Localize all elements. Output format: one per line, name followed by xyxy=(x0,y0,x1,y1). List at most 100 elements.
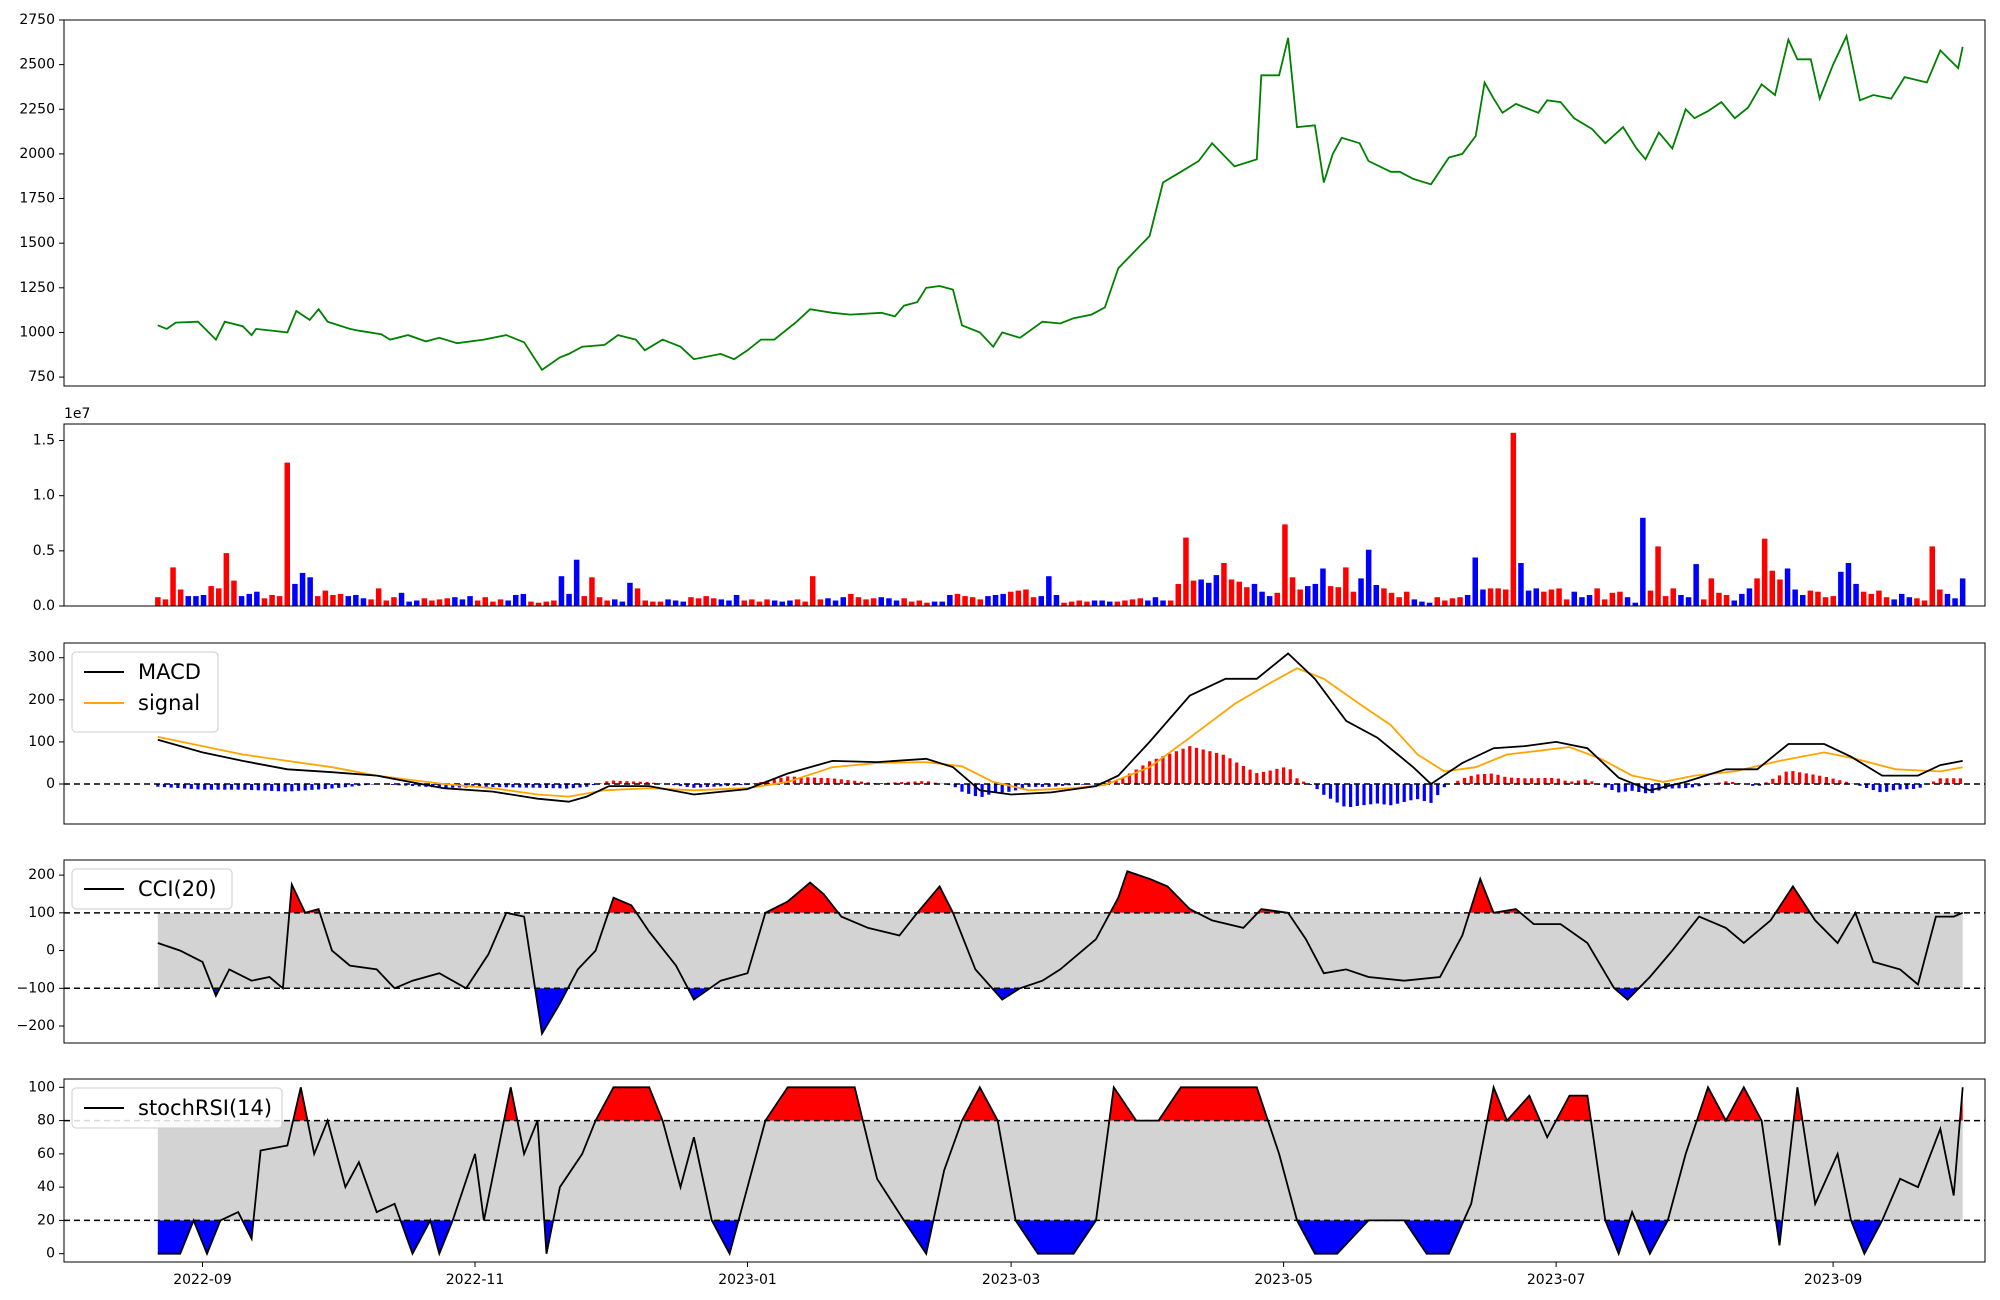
macd-histogram-bar xyxy=(812,777,817,784)
volume-bar xyxy=(1434,597,1440,606)
volume-bar xyxy=(1358,578,1364,606)
x-tick-label: 2023-09 xyxy=(1804,1272,1863,1288)
macd-histogram-bar xyxy=(1617,784,1621,793)
volume-bar xyxy=(612,599,618,606)
volume-bar xyxy=(558,576,565,606)
macd-histogram-bar xyxy=(1509,777,1514,784)
macd-histogram-bar xyxy=(270,784,274,791)
volume-bar xyxy=(1525,590,1532,606)
overbought-fill xyxy=(157,871,1963,913)
macd-histogram-bar xyxy=(1536,778,1540,784)
volume-bar xyxy=(1084,601,1090,606)
volume-bar xyxy=(1053,595,1060,606)
volume-bar xyxy=(1343,567,1349,606)
legend-label: stochRSI(14) xyxy=(138,1096,272,1120)
volume-bar xyxy=(1183,537,1189,606)
volume-bar xyxy=(688,597,694,606)
volume-bar xyxy=(1937,589,1943,606)
oversold-fill xyxy=(157,1220,1963,1254)
macd-histogram-bar xyxy=(1757,784,1761,786)
volume-bar xyxy=(756,601,763,606)
macd-histogram-bar xyxy=(484,784,488,788)
volume-scale-offset: 1e7 xyxy=(64,406,90,422)
volume-bar xyxy=(870,598,877,606)
volume-bar xyxy=(1678,595,1684,606)
macd-histogram-bar xyxy=(1275,768,1279,784)
macd-histogram-bar xyxy=(1831,778,1835,784)
volume-bar xyxy=(1388,592,1395,606)
volume-bar xyxy=(1708,578,1715,606)
volume-bar xyxy=(1305,586,1311,606)
volume-bar xyxy=(459,599,466,606)
volume-bar xyxy=(1464,595,1471,606)
macd-histogram-bar xyxy=(538,784,542,788)
volume-bar xyxy=(162,599,169,606)
macd-histogram-bar xyxy=(967,784,971,794)
volume-bar xyxy=(1876,590,1882,606)
volume-bar xyxy=(1503,589,1509,606)
macd-histogram-bar xyxy=(1181,748,1185,785)
volume-bar xyxy=(1853,583,1859,606)
volume-bar xyxy=(322,590,329,606)
volume-bar xyxy=(1152,597,1159,606)
macd-histogram-bar xyxy=(672,784,676,786)
macd-histogram-bar xyxy=(1898,784,1902,790)
macd-histogram-bar xyxy=(1469,775,1473,784)
macd-histogram-bar xyxy=(859,781,863,784)
volume-bar xyxy=(1929,546,1935,606)
macd-histogram-bar xyxy=(404,784,408,786)
volume-bar xyxy=(414,600,420,606)
volume-bar xyxy=(863,599,869,606)
volume-bar xyxy=(1556,588,1562,606)
macd-histogram-bar xyxy=(1328,784,1333,799)
volume-bar xyxy=(1731,600,1737,606)
y-tick-label: −200 xyxy=(17,1018,55,1034)
volume-bar xyxy=(1723,595,1730,606)
macd-histogram-bar xyxy=(1724,781,1728,784)
macd-histogram-bar xyxy=(209,784,213,790)
macd-histogram-bar xyxy=(1194,747,1199,784)
volume-bar xyxy=(200,595,207,606)
volume-bar xyxy=(581,596,587,606)
macd-histogram-bar xyxy=(1838,780,1842,784)
volume-bar xyxy=(1670,588,1676,606)
volume-bar xyxy=(1411,599,1418,606)
y-tick-label: 2500 xyxy=(19,57,55,73)
macd-histogram-bar xyxy=(296,784,301,791)
volume-bar xyxy=(1122,600,1128,606)
volume-bar xyxy=(1404,591,1410,606)
volume-bar xyxy=(1487,588,1494,606)
volume-bar xyxy=(383,600,389,606)
macd-histogram-bar xyxy=(1020,784,1024,789)
y-tick-label: 200 xyxy=(28,867,55,883)
macd-histogram-bar xyxy=(1442,784,1446,788)
y-tick-label: 100 xyxy=(28,905,55,921)
macd-histogram-bar xyxy=(310,784,314,790)
volume-bar xyxy=(1617,591,1623,606)
macd-histogram-bar xyxy=(1918,784,1922,788)
volume-bar xyxy=(1396,597,1402,606)
volume-bar xyxy=(551,600,557,606)
macd-histogram-bar xyxy=(1637,784,1641,792)
volume-bar xyxy=(1472,557,1478,606)
macd-histogram-bar xyxy=(1771,778,1775,784)
macd-histogram-bar xyxy=(1844,781,1849,784)
macd-histogram-bar xyxy=(1402,784,1406,802)
volume-bar xyxy=(1769,570,1775,606)
macd-histogram-bar xyxy=(1241,766,1245,784)
volume-bar xyxy=(1868,593,1874,606)
macd-histogram-bar xyxy=(1389,784,1393,806)
volume-bar xyxy=(969,597,976,606)
macd-histogram-bar xyxy=(866,782,870,784)
macd-histogram-bar xyxy=(611,780,616,784)
volume-bar xyxy=(505,600,511,606)
volume-bar xyxy=(1563,599,1570,606)
macd-histogram-bar xyxy=(739,784,743,786)
volume-bar xyxy=(1449,598,1456,606)
macd-histogram-bar xyxy=(417,784,421,787)
volume-bar xyxy=(1365,549,1372,606)
legend-label: CCI(20) xyxy=(138,877,217,901)
macd-histogram-bar xyxy=(229,784,234,790)
volume-bar xyxy=(825,598,831,606)
macd-histogram-bar xyxy=(544,784,549,788)
